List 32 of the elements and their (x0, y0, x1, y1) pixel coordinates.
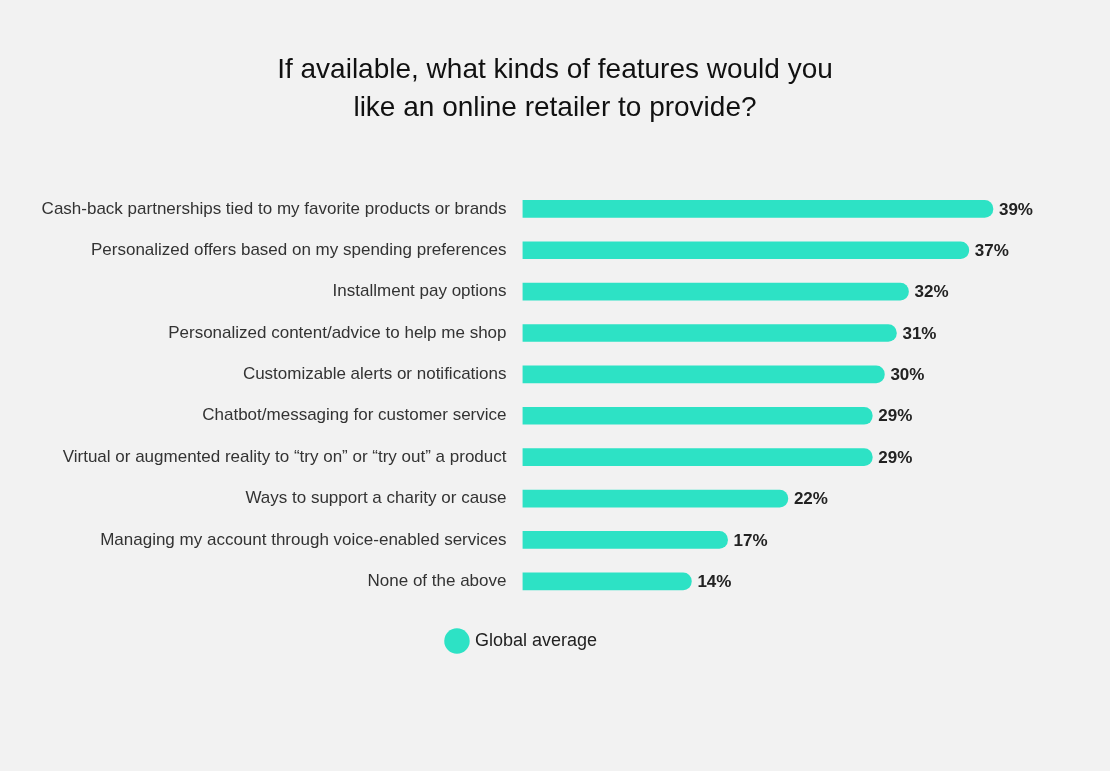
bar (522, 200, 994, 218)
bar (522, 241, 970, 260)
bar (522, 324, 897, 342)
bar (522, 448, 873, 466)
legend-label: Global average (474, 629, 598, 650)
data-label: 39% (998, 199, 1033, 219)
bar (522, 365, 885, 384)
data-label: 14% (697, 572, 732, 591)
data-label: 31% (902, 323, 937, 343)
data-label: 32% (914, 282, 949, 302)
data-label: 29% (878, 447, 913, 467)
y-tick-label: Personalized content/advice to help me shop (168, 322, 507, 342)
data-label: 30% (890, 365, 925, 385)
y-tick-label: Cash-back partnerships tied to my favorite products or brands (41, 198, 507, 218)
y-tick-label: None of the above (367, 571, 507, 590)
y-tick-label: Customizable alerts or notifications (242, 364, 507, 384)
data-label: 29% (878, 406, 913, 426)
data-label: 22% (793, 489, 828, 509)
data-label: 37% (974, 240, 1009, 260)
y-tick-label: Ways to support a charity or cause (245, 488, 507, 508)
bar (522, 406, 873, 425)
chart-title: If available, what kinds of features would you like an online retailer to provide? (276, 52, 834, 124)
bar (522, 572, 692, 591)
y-tick-label: Chatbot/messaging for customer service (202, 405, 507, 425)
data-label: 17% (733, 530, 768, 550)
bar (522, 489, 789, 508)
bar (522, 282, 909, 301)
y-tick-label: Virtual or augmented reality to “try on” or “try out” a product (62, 446, 507, 466)
y-tick-label: Installment pay options (332, 281, 507, 301)
bar (522, 531, 728, 549)
y-tick-label: Personalized offers based on my spending preferences (91, 239, 507, 259)
y-tick-label: Managing my account through voice-enabled services (100, 529, 507, 549)
